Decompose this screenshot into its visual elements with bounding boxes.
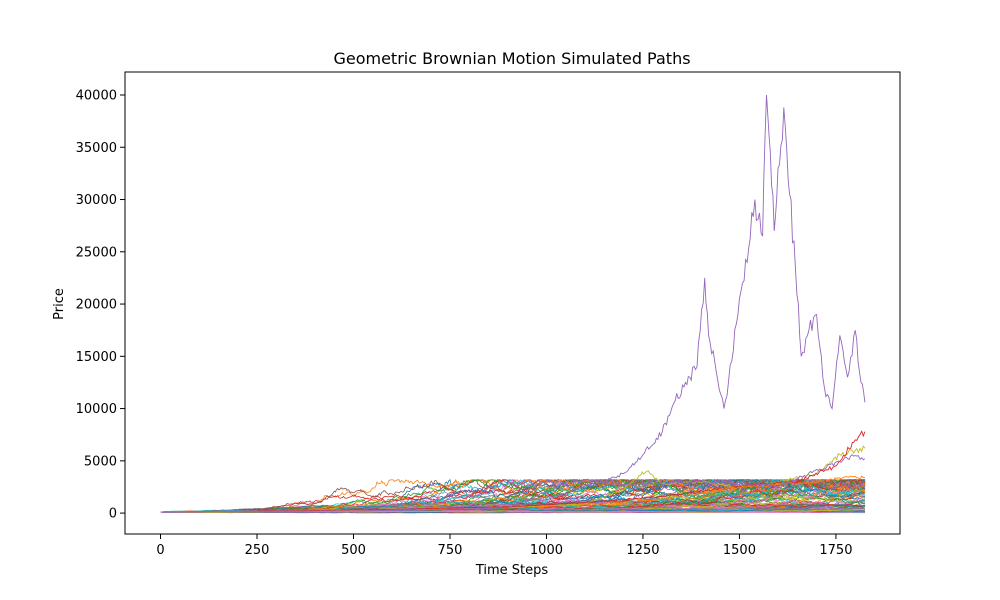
x-tick-label: 500 bbox=[341, 543, 366, 558]
y-axis-label: Price bbox=[52, 288, 67, 320]
y-tick-label: 0 bbox=[109, 507, 117, 522]
series-line-highlighted bbox=[160, 94, 866, 513]
plot-frame bbox=[124, 71, 901, 535]
x-tick-label: 250 bbox=[245, 543, 270, 558]
y-tick-label: 40000 bbox=[76, 88, 117, 103]
y-tick-label: 10000 bbox=[76, 402, 117, 417]
series-line-highlighted bbox=[160, 454, 866, 513]
series-line bbox=[160, 479, 866, 513]
y-axis-ticks: 0 5000 10000 15000 20000 25000 30000 35000 40000 bbox=[76, 88, 125, 522]
x-tick-label: 1500 bbox=[723, 543, 756, 558]
y-tick-label: 20000 bbox=[76, 298, 117, 313]
x-tick-label: 1250 bbox=[626, 543, 659, 558]
y-tick-label: 25000 bbox=[76, 245, 117, 260]
x-tick-label: 750 bbox=[438, 543, 463, 558]
x-axis-ticks: 0 250 500 750 1000 1250 1500 1750 bbox=[156, 534, 852, 558]
x-axis-label: Time Steps bbox=[475, 563, 549, 578]
x-tick-label: 1750 bbox=[819, 543, 852, 558]
y-tick-label: 15000 bbox=[76, 350, 117, 365]
x-tick-label: 1000 bbox=[530, 543, 563, 558]
y-tick-label: 5000 bbox=[84, 454, 117, 469]
chart-title: Geometric Brownian Motion Simulated Path… bbox=[333, 49, 690, 68]
series-line bbox=[160, 478, 866, 513]
x-tick-label: 0 bbox=[156, 543, 164, 558]
y-tick-label: 30000 bbox=[76, 193, 117, 208]
y-tick-label: 35000 bbox=[76, 141, 117, 156]
series-lines bbox=[160, 94, 866, 514]
